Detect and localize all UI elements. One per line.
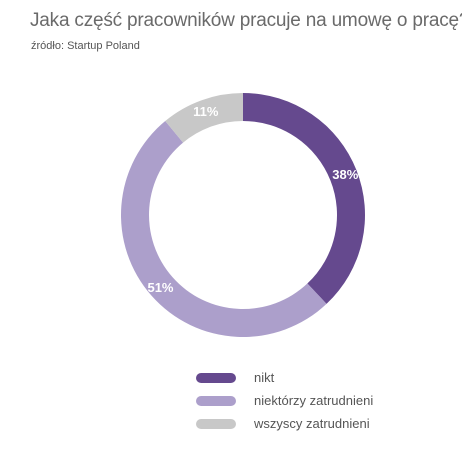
chart-legend: nikt niektórzy zatrudnieni wszyscy zatrudn… xyxy=(196,366,373,435)
legend-label: niektórzy zatrudnieni xyxy=(254,393,374,408)
legend-item-nikt: nikt xyxy=(196,366,373,389)
donut-slice-labels: 38% 51% 11% xyxy=(147,104,358,295)
legend-swatch xyxy=(196,372,236,383)
legend-item-niektorzy-zatrudnieni: niektórzy zatrudnieni xyxy=(196,389,373,412)
legend-item-wszyscy-zatrudnieni: wszyscy zatrudnieni xyxy=(196,412,373,435)
legend-label: wszyscy zatrudnieni xyxy=(254,416,370,431)
donut-slice-niektorzy-zatrudnieni xyxy=(120,120,327,338)
chart-source: źródło: Startup Poland xyxy=(31,40,140,52)
slice-label-niektorzy-zatrudnieni: 51% xyxy=(147,280,173,295)
donut-slice-wszyscy-zatrudnieni xyxy=(165,93,243,143)
slice-label-wszyscy-zatrudnieni: 11% xyxy=(193,104,219,119)
legend-label: nikt xyxy=(254,370,275,385)
slice-label-nikt: 38% xyxy=(332,167,358,182)
legend-swatch xyxy=(196,418,236,429)
donut-slice-nikt xyxy=(243,93,365,304)
legend-swatch xyxy=(196,395,236,406)
donut-slices xyxy=(120,93,365,338)
chart-title: Jaka część pracowników pracuje na umowę … xyxy=(30,10,462,31)
